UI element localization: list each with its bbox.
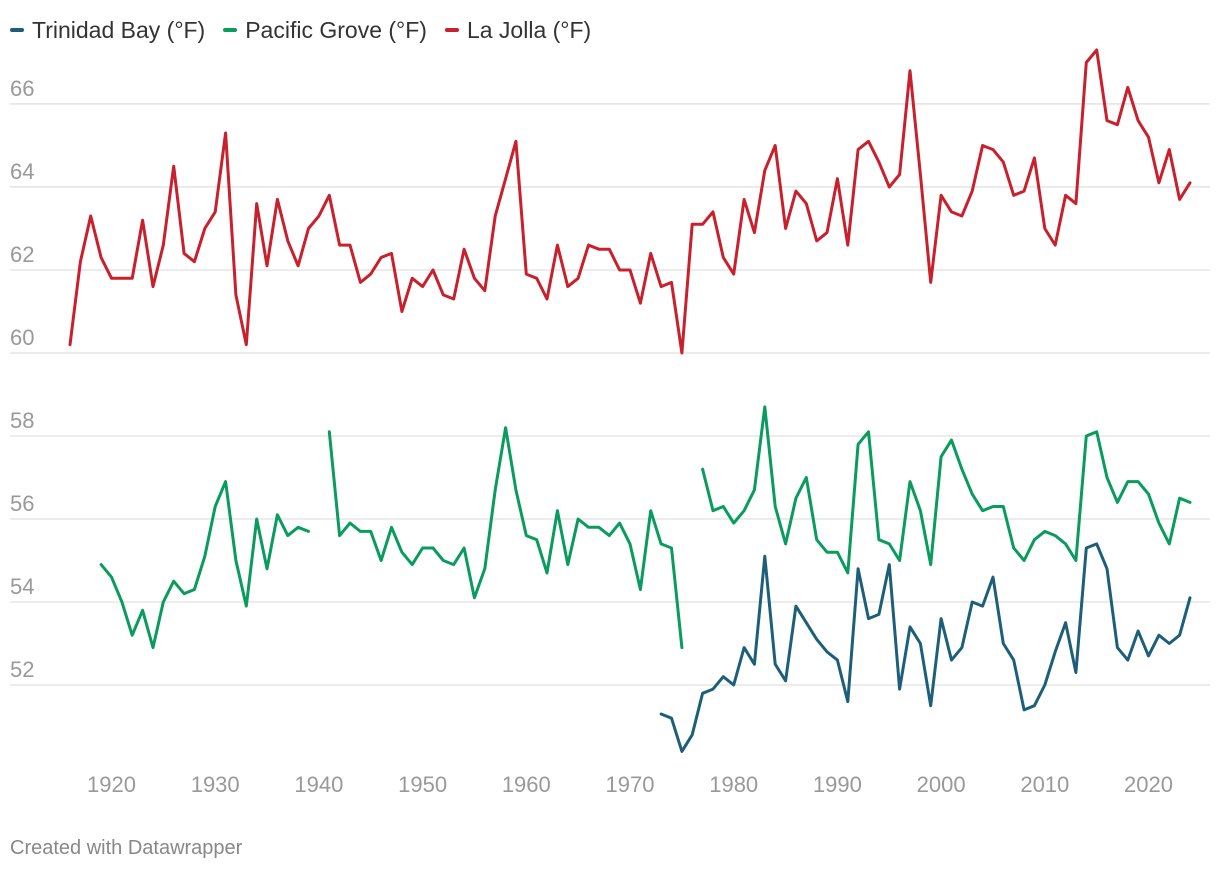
legend-label: La Jolla (°F)	[466, 16, 592, 43]
y-tick-label: 56	[10, 491, 34, 516]
series-line-2	[68, 48, 1192, 355]
x-tick-label: 1990	[813, 772, 862, 797]
x-tick-label: 1940	[294, 772, 343, 797]
x-axis-ticks: 1920 1930 1940 1950 1960 1970 1980 1990 2000 2010…	[87, 772, 1173, 797]
x-tick-label: 2020	[1124, 772, 1173, 797]
series-lines	[68, 48, 1192, 753]
y-tick-label: 58	[10, 408, 34, 433]
legend-label: Pacific Grove (°F)	[245, 16, 427, 43]
y-tick-label: 66	[10, 76, 34, 101]
legend-label: Trinidad Bay (°F)	[32, 16, 206, 43]
x-tick-label: 1960	[502, 772, 551, 797]
footer-credit: Created with Datawrapper	[10, 837, 243, 859]
x-tick-label: 1930	[191, 772, 240, 797]
x-tick-label: 1950	[398, 772, 447, 797]
legend-item: Pacific Grove (°F)	[223, 17, 427, 44]
y-tick-label: 62	[10, 242, 34, 267]
grid-lines	[10, 103, 1210, 686]
x-tick-label: 1970	[606, 772, 655, 797]
legend-item: La Jolla (°F)	[444, 16, 592, 44]
y-tick-label: 54	[10, 574, 34, 599]
legend-item: Trinidad Bay (°F)	[10, 17, 205, 44]
x-tick-label: 1920	[87, 772, 136, 797]
x-tick-label: 1980	[709, 772, 758, 797]
legend-swatch	[223, 28, 238, 32]
x-tick-label: 2010	[1020, 772, 1069, 797]
legend-swatch	[444, 28, 459, 32]
series-line-1	[99, 405, 1192, 650]
y-tick-label: 64	[10, 159, 34, 184]
series-line-0	[659, 542, 1192, 753]
x-tick-label: 2000	[917, 772, 966, 797]
y-tick-label: 60	[10, 325, 34, 350]
y-axis-ticks: 52 54 56 58 60 62 64 66	[10, 76, 34, 682]
y-tick-label: 52	[10, 657, 34, 682]
legend-swatch	[10, 28, 24, 32]
chart-legend: Trinidad Bay (°F) Pacific Grove (°F) La Jo…	[10, 14, 591, 46]
